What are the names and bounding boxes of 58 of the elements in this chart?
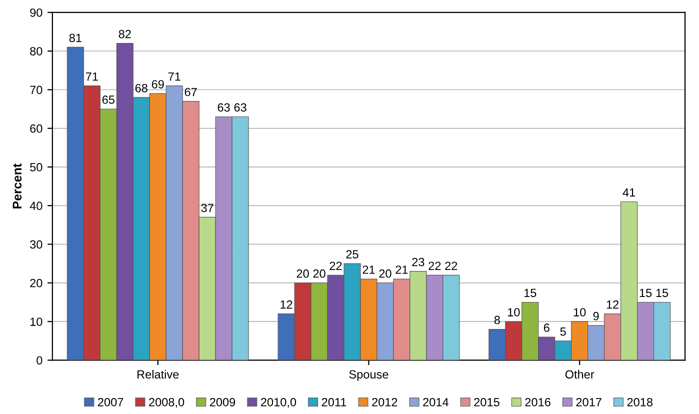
y-tick-label: 60 [30,124,42,133]
data-label: 22 [445,262,458,270]
legend-label: 2007 [98,398,124,406]
data-label: 81 [69,34,82,42]
y-tick-label: 90 [30,8,42,17]
data-label: 15 [640,288,652,298]
data-label: 22 [428,262,441,270]
legend-label: 2012 [372,398,398,406]
data-label: 37 [201,204,214,212]
x-tick-label: Other [565,370,594,379]
y-tick-label: 0 [36,356,42,365]
legend-label: 2016 [525,398,550,406]
y-tick-label: 20 [30,278,42,288]
x-tick-label: Relative [138,370,179,379]
data-label: 20 [379,269,392,278]
data-label: 63 [218,103,230,112]
y-tick-label: 70 [30,86,42,94]
legend-label: 2011 [322,398,346,406]
data-label: 41 [622,188,636,197]
y-tick-label: 50 [30,163,42,172]
legend-label: 2010,0 [261,398,296,408]
legend-label: 2015 [474,398,500,406]
data-label: 67 [184,88,197,96]
legend-label: 2018 [627,398,652,406]
data-label: 71 [86,72,98,81]
data-label: 10 [574,308,586,316]
data-label: 20 [296,269,309,278]
legend-label: 2009 [210,398,236,406]
data-label: 10 [508,308,520,316]
data-label: 82 [118,30,131,38]
data-label: 12 [280,300,292,309]
data-label: 6 [544,324,550,332]
data-label: 69 [152,80,164,88]
data-label: 63 [234,103,246,112]
y-tick-label: 10 [30,318,42,326]
y-tick-label: 80 [30,47,42,56]
data-label: 21 [396,266,408,274]
x-tick-label: Spouse [349,370,388,381]
y-tick-label: 30 [30,240,42,249]
data-label: 9 [593,312,599,320]
data-label: 12 [606,300,619,309]
data-label: 15 [524,288,536,298]
data-label: 20 [313,269,326,278]
data-label: 71 [168,72,180,81]
data-label: 5 [560,328,566,336]
legend-label: 2014 [423,398,448,406]
legend-label: 2017 [576,398,602,406]
data-label: 68 [135,84,148,92]
data-label: 15 [656,288,668,298]
data-label: 22 [330,262,342,270]
data-label: 21 [362,266,375,274]
data-label: 25 [346,250,358,258]
data-label: 23 [412,258,424,266]
legend-label: 2008,0 [149,398,184,408]
y-axis-title: Percent [12,164,22,208]
data-label: 65 [102,96,114,104]
y-tick-label: 40 [30,202,42,210]
data-label: 8 [494,316,500,324]
